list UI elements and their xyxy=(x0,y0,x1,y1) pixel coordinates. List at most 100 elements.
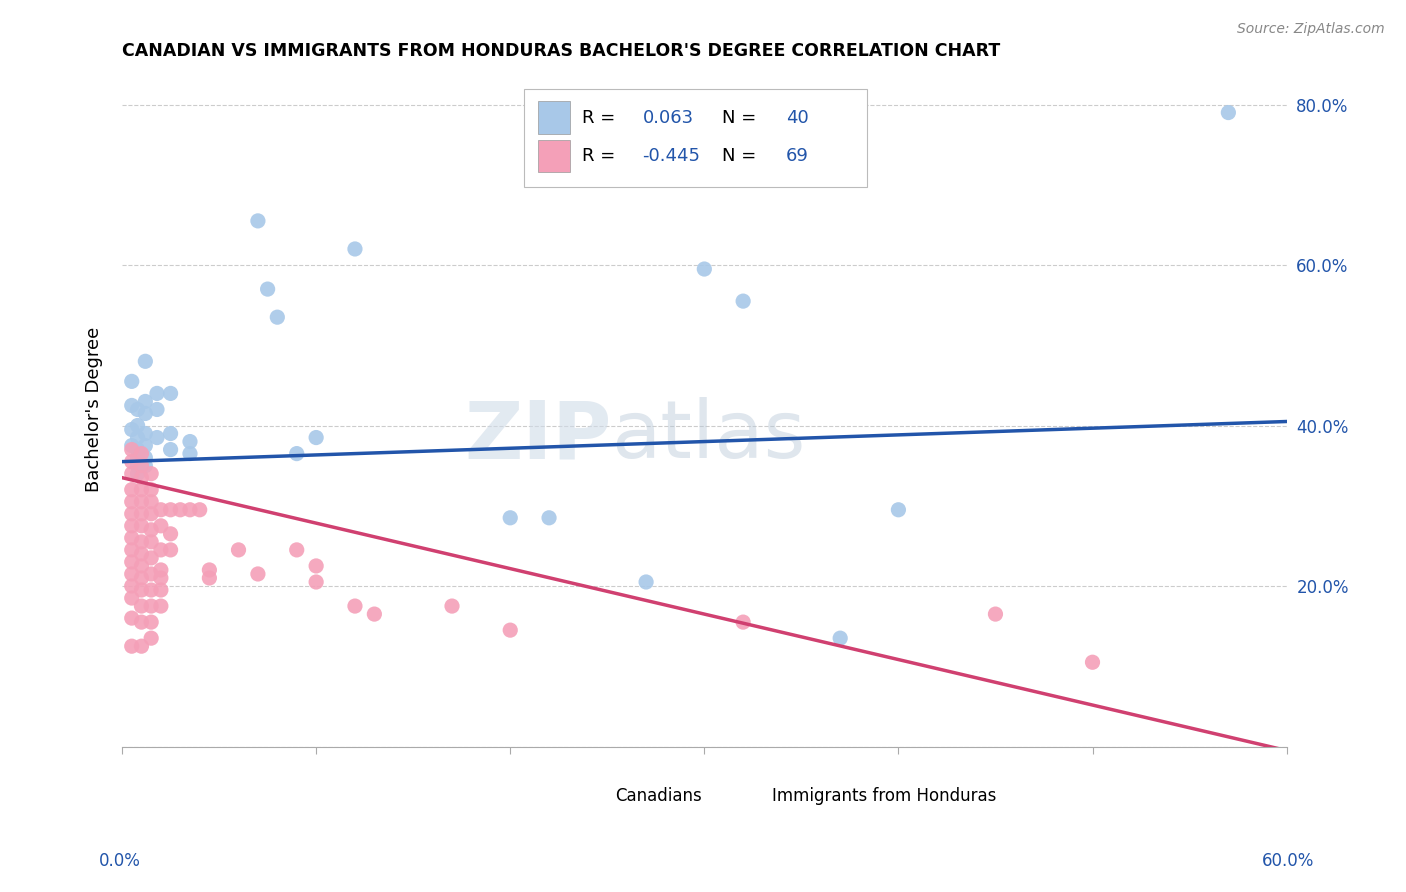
Point xyxy=(246,214,269,228)
Point xyxy=(121,531,143,545)
Point xyxy=(141,582,163,597)
Point xyxy=(305,431,328,445)
Point xyxy=(149,571,172,585)
FancyBboxPatch shape xyxy=(582,786,607,805)
Point xyxy=(131,534,153,549)
Point xyxy=(131,558,153,573)
Point xyxy=(121,467,143,481)
Point xyxy=(134,407,156,421)
Point xyxy=(121,423,143,437)
Point xyxy=(159,426,181,441)
Point xyxy=(121,507,143,521)
Point xyxy=(121,566,143,581)
Point xyxy=(141,507,163,521)
Point xyxy=(131,507,153,521)
Point xyxy=(134,394,156,409)
Point xyxy=(159,502,181,516)
Point xyxy=(343,599,366,613)
Text: atlas: atlas xyxy=(612,398,806,475)
Point xyxy=(131,518,153,533)
Text: 69: 69 xyxy=(786,147,808,165)
Point xyxy=(134,354,156,368)
Point xyxy=(141,566,163,581)
FancyBboxPatch shape xyxy=(537,140,571,172)
Point xyxy=(733,615,755,629)
Point xyxy=(141,534,163,549)
Point xyxy=(121,399,143,413)
Point xyxy=(141,523,163,537)
Point xyxy=(285,542,308,557)
Point xyxy=(305,574,328,589)
Point xyxy=(131,582,153,597)
Y-axis label: Bachelor's Degree: Bachelor's Degree xyxy=(86,326,103,492)
Point xyxy=(149,582,172,597)
Text: Immigrants from Honduras: Immigrants from Honduras xyxy=(772,787,997,805)
Point xyxy=(121,611,143,625)
Point xyxy=(179,447,201,461)
Point xyxy=(188,502,211,516)
Point xyxy=(159,442,181,457)
Point xyxy=(733,294,755,309)
Point xyxy=(131,615,153,629)
Point xyxy=(149,542,172,557)
Point xyxy=(146,402,169,417)
Point xyxy=(343,242,366,256)
Point xyxy=(256,282,278,296)
Point xyxy=(246,566,269,581)
Point xyxy=(131,547,153,561)
Point xyxy=(141,550,163,565)
Point xyxy=(141,615,163,629)
Point xyxy=(121,518,143,533)
Point xyxy=(127,442,149,457)
Point xyxy=(149,563,172,577)
Point xyxy=(141,467,163,481)
Point xyxy=(127,418,149,433)
Point xyxy=(121,439,143,453)
Point xyxy=(305,558,328,573)
Point xyxy=(131,471,153,485)
Point xyxy=(127,467,149,481)
Point xyxy=(127,402,149,417)
Point xyxy=(693,262,716,277)
Point xyxy=(121,555,143,569)
Point xyxy=(146,386,169,401)
Point xyxy=(134,426,156,441)
Point xyxy=(131,599,153,613)
Point xyxy=(131,447,153,461)
Point xyxy=(146,431,169,445)
Text: ZIP: ZIP xyxy=(464,398,612,475)
FancyBboxPatch shape xyxy=(740,786,765,805)
Point xyxy=(285,447,308,461)
Point xyxy=(198,571,221,585)
Point xyxy=(121,442,143,457)
Point xyxy=(121,542,143,557)
Point xyxy=(134,450,156,465)
Point xyxy=(141,494,163,508)
Point xyxy=(131,494,153,508)
Point xyxy=(127,431,149,445)
Point xyxy=(169,502,191,516)
Text: R =: R = xyxy=(582,109,621,127)
Text: 0.0%: 0.0% xyxy=(98,852,141,870)
Point xyxy=(134,458,156,473)
Point xyxy=(179,502,201,516)
Point xyxy=(149,502,172,516)
Text: 40: 40 xyxy=(786,109,808,127)
Point xyxy=(121,639,143,653)
FancyBboxPatch shape xyxy=(537,102,571,134)
Point xyxy=(149,518,172,533)
Point xyxy=(830,631,852,645)
Point xyxy=(887,502,910,516)
Point xyxy=(363,607,385,621)
Point xyxy=(121,579,143,593)
Point xyxy=(131,571,153,585)
Text: 0.063: 0.063 xyxy=(643,109,693,127)
Point xyxy=(159,526,181,541)
Point xyxy=(499,623,522,637)
Text: N =: N = xyxy=(721,109,762,127)
Point xyxy=(179,434,201,449)
Point xyxy=(1218,105,1240,120)
Point xyxy=(121,375,143,389)
Point xyxy=(127,450,149,465)
Point xyxy=(131,639,153,653)
